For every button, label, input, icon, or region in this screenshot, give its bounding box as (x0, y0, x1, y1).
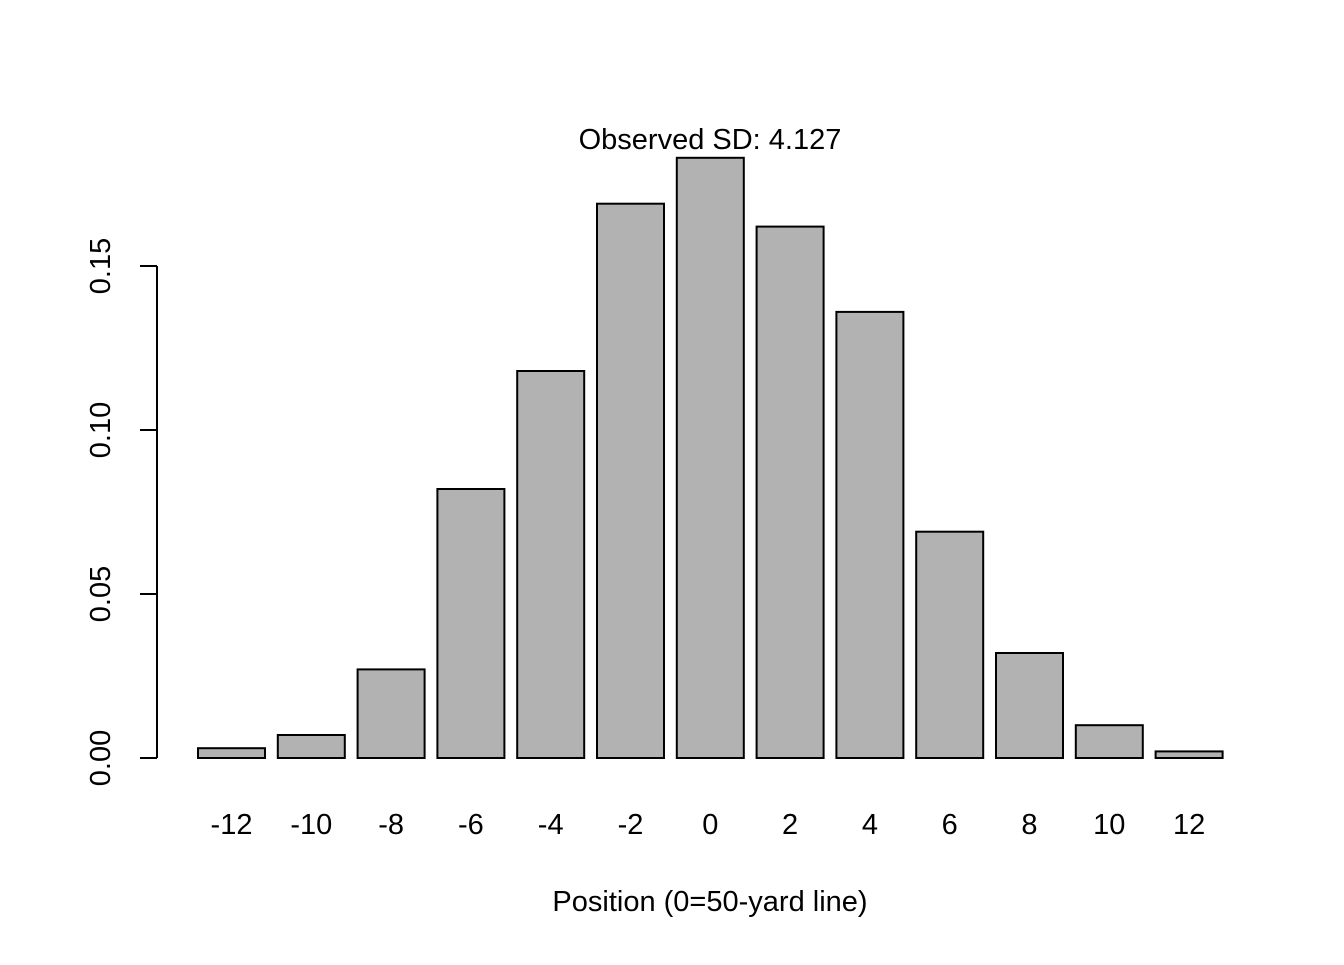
y-axis: 0.00 0.05 0.10 0.15 (85, 238, 158, 786)
bar-8 (995, 652, 1064, 759)
bar-10 (1074, 724, 1144, 760)
bar--12 (197, 747, 266, 760)
y-tick-label: 0.00 (85, 730, 117, 786)
x-tick-label: -10 (290, 809, 332, 841)
bar--4 (516, 370, 586, 759)
x-tick-label: -4 (538, 809, 564, 841)
bars (197, 156, 1224, 760)
y-tick-label: 0.15 (85, 238, 117, 294)
y-tick-label: 0.10 (85, 402, 117, 458)
bar-0 (675, 156, 745, 760)
bar--10 (276, 734, 346, 759)
x-tick-label: 6 (942, 809, 958, 841)
bar--6 (436, 488, 506, 759)
x-tick-label: -8 (378, 809, 404, 841)
x-tick-label: -6 (458, 809, 484, 841)
bar-6 (915, 530, 985, 760)
x-tick-label: 4 (862, 809, 878, 841)
x-tick-label: 12 (1173, 809, 1205, 841)
bar-2 (755, 225, 825, 760)
x-tick-label: 2 (782, 809, 798, 841)
y-tick-label: 0.05 (85, 566, 117, 622)
bar--8 (356, 668, 426, 760)
x-tick-label: -2 (618, 809, 644, 841)
x-tick-label: 10 (1093, 809, 1125, 841)
x-tick-label: -12 (211, 809, 253, 841)
bar-12 (1154, 750, 1224, 760)
x-tick-labels: -12 -10 -8 -6 -4 -2 0 2 4 6 8 10 12 (211, 809, 1206, 841)
chart-title: Observed SD: 4.127 (579, 124, 842, 156)
bar-4 (835, 310, 905, 759)
bar--2 (596, 202, 665, 759)
x-tick-label: 0 (702, 809, 718, 841)
x-axis-label: Position (0=50-yard line) (552, 886, 867, 918)
x-tick-label: 8 (1021, 809, 1037, 841)
